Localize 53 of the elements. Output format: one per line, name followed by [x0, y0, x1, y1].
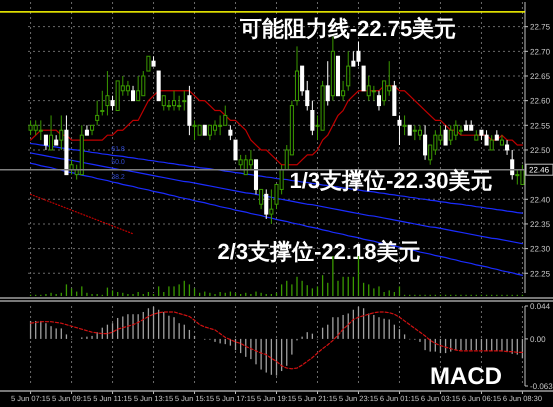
annotation: MACD [430, 363, 502, 390]
candlestick [505, 140, 510, 156]
candlestick [59, 114, 64, 150]
candlestick [54, 134, 58, 146]
candlestick [310, 100, 314, 136]
y-tick-label: 22.55 [530, 121, 551, 130]
candlestick [346, 50, 350, 92]
candlestick [100, 90, 104, 116]
candlestick [84, 124, 89, 136]
candlestick [474, 130, 478, 141]
candlestick [233, 140, 238, 160]
y-tick-label: 22.35 [530, 220, 551, 229]
candlestick [228, 124, 232, 141]
candlestick [402, 114, 407, 136]
y-tick-label: 22.25 [530, 269, 551, 278]
ref-line-label: 22.46 [529, 166, 550, 175]
candlestick [105, 70, 110, 116]
candlestick [202, 124, 207, 136]
candlestick [264, 188, 268, 220]
candlestick [151, 56, 156, 67]
y-tick-label: 22.75 [530, 22, 551, 32]
candlestick [444, 124, 448, 146]
line-series [30, 162, 524, 276]
candlestick [49, 114, 54, 150]
y-tick-label: 0.00 [530, 334, 546, 344]
y-tick-label: 22.70 [530, 47, 551, 56]
y-tick-label: 22.40 [530, 195, 551, 204]
y-tick-label: 22.65 [530, 72, 551, 81]
candlestick [259, 188, 264, 210]
candlestick [341, 80, 346, 102]
candlestick [110, 95, 115, 112]
candlestick [44, 134, 48, 150]
annotation: 可能阻力线-22.75美元 [238, 16, 456, 41]
candlestick [146, 56, 150, 72]
line-series [30, 194, 134, 234]
candlestick [376, 90, 382, 112]
candlestick [408, 124, 412, 136]
candlestick [490, 134, 494, 150]
y-tick-label: 0.044 [530, 302, 551, 311]
y-tick-label: 22.50 [530, 146, 551, 155]
y-tick-label: 22.60 [530, 96, 551, 106]
y-tick-label: 22.30 [530, 244, 551, 254]
candlestick [131, 85, 136, 102]
candlestick [494, 130, 499, 141]
candlestick [500, 134, 504, 146]
candlestick [397, 114, 402, 146]
candlestick [95, 100, 100, 126]
candlestick [326, 60, 330, 106]
candlestick [269, 188, 274, 224]
y-tick-label: -0.063 [530, 382, 553, 391]
candlestick [90, 124, 94, 136]
candlestick [423, 124, 428, 160]
candlestick [182, 90, 186, 112]
